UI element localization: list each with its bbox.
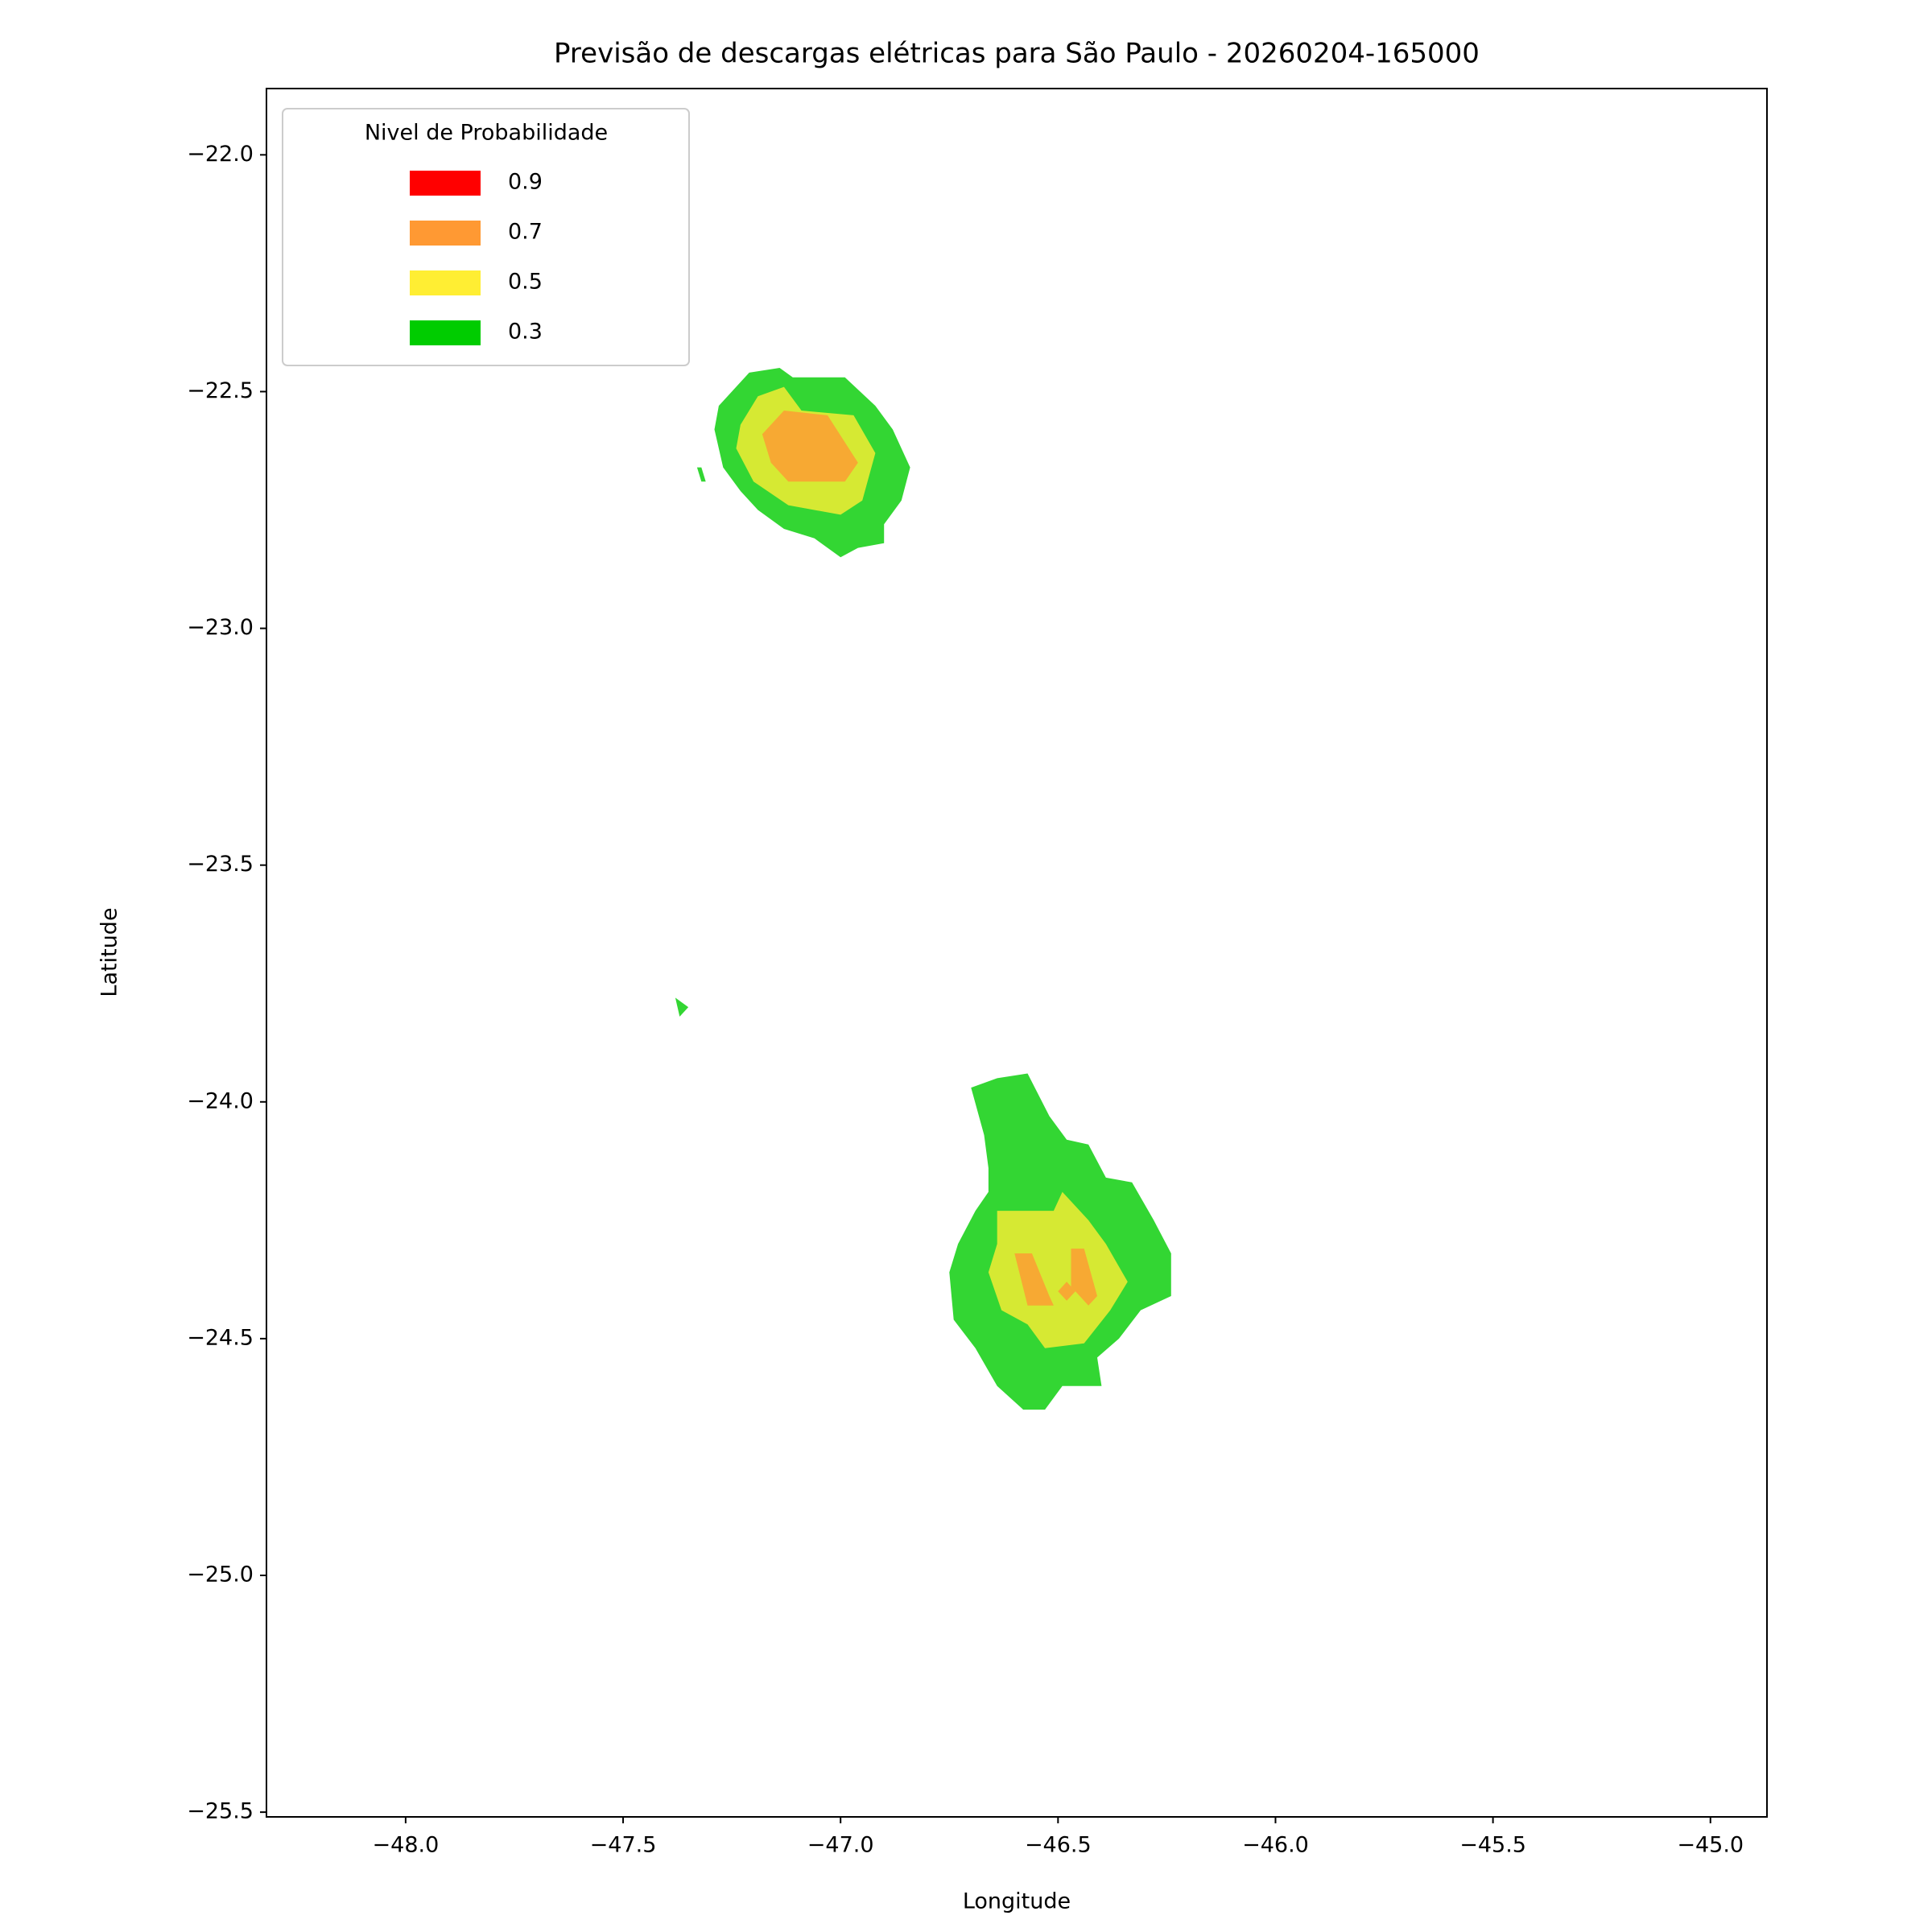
x-tick-label: −46.0	[1242, 1833, 1309, 1858]
y-tick-label: −25.0	[187, 1563, 254, 1587]
contour-region	[696, 467, 706, 482]
y-tick-label: −22.5	[187, 378, 254, 403]
legend-swatch	[410, 320, 481, 345]
legend-box	[282, 108, 690, 366]
x-tick-label: −48.0	[373, 1833, 440, 1858]
x-tick-label: −47.5	[590, 1833, 657, 1858]
y-tick-label: −23.0	[187, 615, 254, 640]
y-tick-label: −23.5	[187, 852, 254, 877]
legend-label: 0.7	[508, 220, 543, 245]
x-tick-label: −46.5	[1025, 1833, 1092, 1858]
legend-label: 0.9	[508, 170, 543, 195]
chart-title: Previsão de descargas elétricas para São…	[554, 38, 1480, 70]
legend-label: 0.3	[508, 320, 543, 345]
y-tick-label: −25.5	[187, 1799, 254, 1824]
contour-region	[1014, 1253, 1054, 1306]
legend-swatch	[410, 221, 481, 246]
axes-frame	[266, 88, 1768, 1818]
legend-swatch	[410, 171, 481, 196]
y-tick-label: −24.0	[187, 1088, 254, 1113]
contour-region	[1071, 1249, 1097, 1306]
contour-region	[762, 411, 858, 482]
legend-label: 0.5	[508, 270, 543, 295]
legend-swatch	[410, 270, 481, 295]
legend-title: Nivel de Probabilidade	[365, 121, 608, 146]
contour-region	[675, 997, 689, 1017]
plot-area	[675, 368, 1171, 1410]
x-tick-label: −45.5	[1459, 1833, 1526, 1858]
x-tick-label: −47.0	[807, 1833, 874, 1858]
legend: Nivel de Probabilidade 0.9 0.7 0.5 0.3	[282, 108, 690, 366]
y-tick-label: −22.0	[187, 142, 254, 167]
y-axis-label: Latitude	[97, 907, 122, 997]
contour-region	[988, 1191, 1128, 1348]
x-axis-label: Longitude	[963, 1889, 1071, 1914]
x-tick-label: −45.0	[1677, 1833, 1744, 1858]
y-tick-label: −24.5	[187, 1325, 254, 1350]
contour-region	[1058, 1282, 1075, 1301]
